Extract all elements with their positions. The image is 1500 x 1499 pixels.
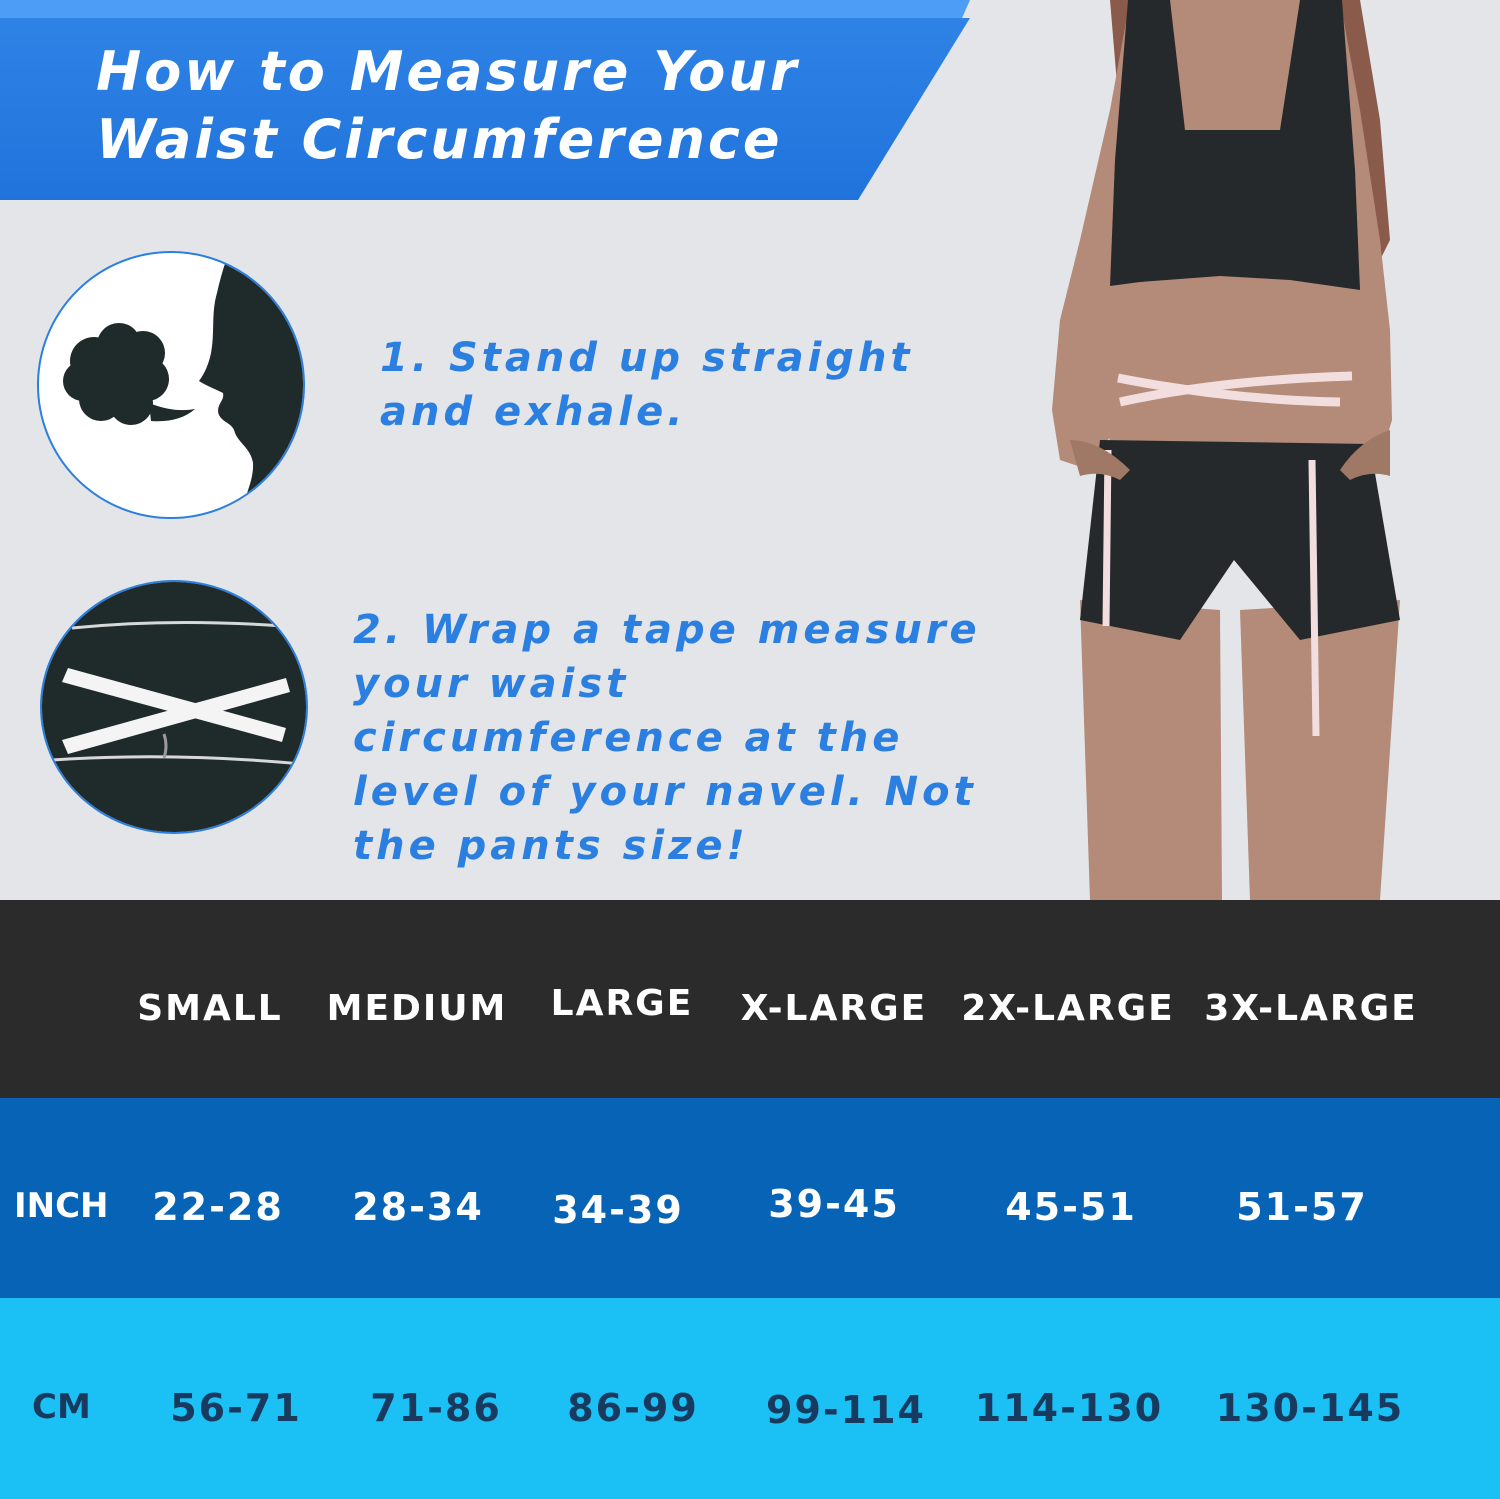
page-title: How to Measure Your Waist Circumference xyxy=(96,40,800,171)
inch-row: INCH 22-28 28-34 34-39 39-45 45-51 51-57 xyxy=(0,1098,1500,1298)
cm-value-cell: 114-130 xyxy=(974,1386,1164,1430)
cm-row-label: CM xyxy=(32,1387,91,1427)
size-header-cell: 2X-LARGE xyxy=(961,988,1175,1029)
inch-value-cell: 45-51 xyxy=(1005,1185,1137,1229)
waist-tape-icon xyxy=(40,580,308,834)
cm-value-cell: 130-145 xyxy=(1215,1386,1405,1430)
size-header-row: SMALL MEDIUM LARGE X-LARGE 2X-LARGE 3X-L… xyxy=(0,900,1500,1098)
size-header-cell: X-LARGE xyxy=(740,988,928,1029)
instructions-panel: How to Measure Your Waist Circumference … xyxy=(0,0,1500,900)
banner-accent xyxy=(0,0,970,18)
size-header-cell: 3X-LARGE xyxy=(1204,988,1418,1029)
inch-value-cell: 28-34 xyxy=(352,1185,484,1229)
size-header-cell: SMALL xyxy=(137,988,283,1029)
title-banner xyxy=(0,18,970,200)
cm-value-cell: 56-71 xyxy=(170,1386,302,1430)
cm-value-cell: 71-86 xyxy=(370,1386,502,1430)
cm-row: CM 56-71 71-86 86-99 99-114 114-130 130-… xyxy=(0,1298,1500,1499)
inch-value-cell: 34-39 xyxy=(552,1188,684,1232)
size-header-cell: MEDIUM xyxy=(326,988,508,1029)
inch-value-cell: 51-57 xyxy=(1236,1185,1368,1229)
woman-measuring-illustration xyxy=(960,0,1500,900)
size-header-cell: LARGE xyxy=(550,983,694,1024)
step-2-text: 2. Wrap a tape measure your waist circum… xyxy=(353,607,981,869)
cm-value-cell: 99-114 xyxy=(766,1388,926,1432)
inch-value-cell: 39-45 xyxy=(768,1182,900,1226)
exhale-profile-icon xyxy=(37,251,305,519)
cm-value-cell: 86-99 xyxy=(567,1386,699,1430)
inch-value-cell: 22-28 xyxy=(152,1185,284,1229)
step-1-text: 1. Stand up straight and exhale. xyxy=(380,335,914,435)
inch-row-label: INCH xyxy=(14,1186,109,1226)
